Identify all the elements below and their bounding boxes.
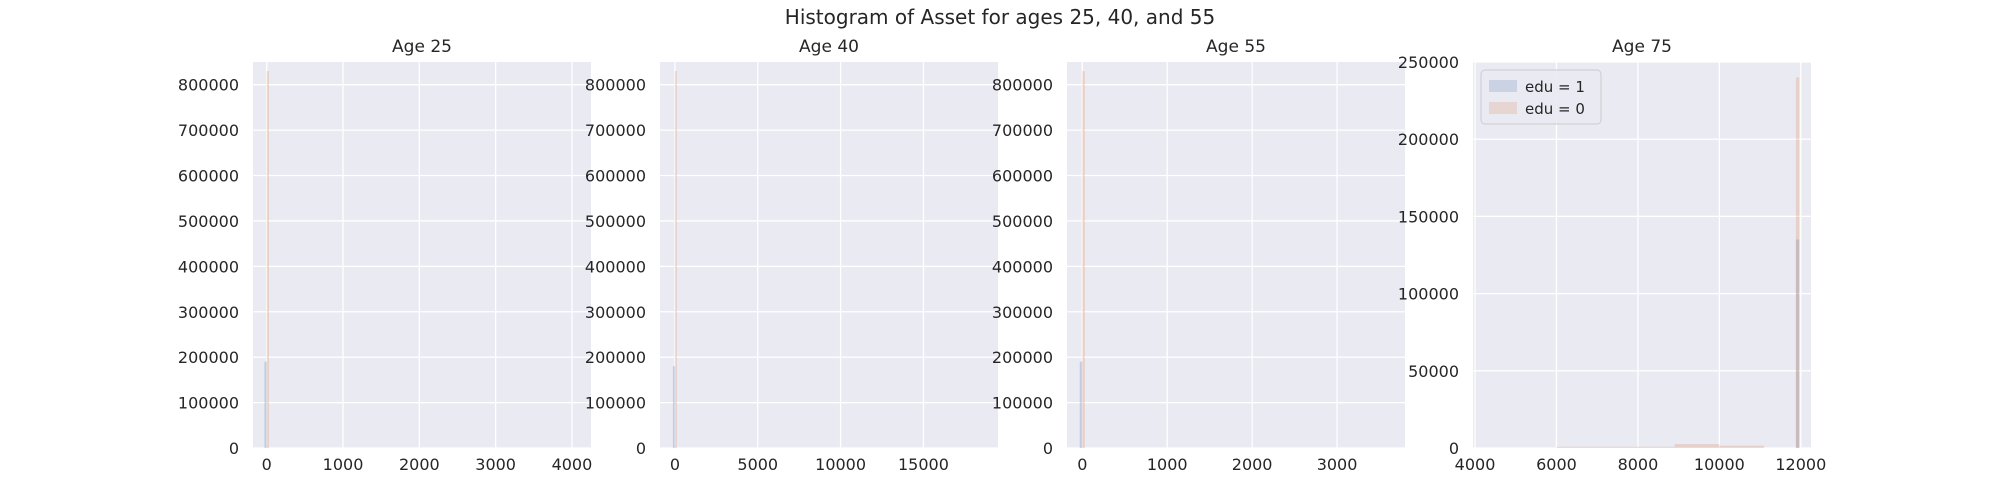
panel-title: Age 55: [1206, 37, 1266, 57]
x-tick-label: 0: [670, 455, 680, 474]
y-tick-label: 700000: [992, 121, 1053, 140]
legend-swatch: [1489, 102, 1517, 114]
histogram-bar: [1795, 77, 1800, 448]
x-tick-label: 4000: [1455, 455, 1496, 474]
x-tick-label: 10000: [1694, 455, 1745, 474]
panel-title: Age 25: [392, 37, 452, 57]
x-tick-label: 6000: [1536, 455, 1577, 474]
x-tick-label: 2000: [1232, 455, 1273, 474]
y-tick-label: 100000: [178, 394, 239, 413]
y-tick-label: 800000: [585, 76, 646, 95]
x-tick-label: 5000: [737, 455, 778, 474]
x-tick-label: 3000: [1317, 455, 1358, 474]
legend-label: edu = 0: [1525, 100, 1585, 118]
x-tick-label: 0: [262, 455, 272, 474]
x-tick-label: 3000: [475, 455, 516, 474]
y-tick-label: 300000: [992, 303, 1053, 322]
histogram-bar: [1079, 361, 1083, 448]
legend-box: [1480, 69, 1602, 125]
histogram-bar: [1082, 71, 1085, 449]
x-tick-label: 2000: [399, 455, 440, 474]
x-tick-label: 10000: [815, 455, 866, 474]
legend-label: edu = 1: [1525, 78, 1585, 96]
y-tick-label: 50000: [1408, 362, 1459, 381]
x-tick-label: 1000: [1147, 455, 1188, 474]
panel-title: Age 40: [799, 37, 859, 57]
y-tick-label: 600000: [585, 167, 646, 186]
histogram-bar: [266, 71, 270, 449]
plot-area: [253, 62, 591, 448]
y-tick-label: 700000: [178, 121, 239, 140]
histogram-bar: [1556, 446, 1675, 448]
y-tick-label: 400000: [992, 257, 1053, 276]
histogram-bar: [674, 71, 677, 449]
y-tick-label: 100000: [585, 394, 646, 413]
y-tick-label: 400000: [178, 257, 239, 276]
x-tick-label: 15000: [898, 455, 949, 474]
y-tick-label: 0: [229, 439, 239, 458]
y-tick-label: 400000: [585, 257, 646, 276]
plot-area: [1067, 62, 1405, 448]
y-tick-label: 100000: [1398, 285, 1459, 304]
histogram-bar: [672, 366, 675, 448]
y-tick-label: 0: [1449, 439, 1459, 458]
y-tick-label: 250000: [1398, 53, 1459, 72]
y-tick-label: 500000: [585, 212, 646, 231]
histogram-bar: [264, 361, 267, 448]
histogram-bar: [1719, 445, 1765, 448]
y-tick-label: 150000: [1398, 207, 1459, 226]
y-tick-label: 600000: [992, 167, 1053, 186]
y-tick-label: 800000: [992, 76, 1053, 95]
figure-title: Histogram of Asset for ages 25, 40, and …: [784, 5, 1216, 29]
x-tick-label: 0: [1077, 455, 1087, 474]
y-tick-label: 700000: [585, 121, 646, 140]
y-tick-label: 0: [636, 439, 646, 458]
histogram-bar: [1674, 444, 1720, 448]
y-tick-label: 500000: [992, 212, 1053, 231]
x-tick-label: 12000: [1775, 455, 1826, 474]
x-tick-label: 1000: [323, 455, 364, 474]
y-tick-label: 200000: [1398, 130, 1459, 149]
x-tick-label: 4000: [552, 455, 593, 474]
y-tick-label: 500000: [178, 212, 239, 231]
y-tick-label: 300000: [585, 303, 646, 322]
panel-title: Age 75: [1612, 37, 1672, 57]
y-tick-label: 200000: [585, 348, 646, 367]
histogram-bar: [1795, 239, 1800, 448]
x-tick-label: 8000: [1618, 455, 1659, 474]
plot-area: [660, 62, 998, 448]
y-tick-label: 100000: [992, 394, 1053, 413]
y-tick-label: 200000: [178, 348, 239, 367]
y-tick-label: 200000: [992, 348, 1053, 367]
plot-area: [1473, 62, 1811, 448]
y-tick-label: 300000: [178, 303, 239, 322]
y-tick-label: 800000: [178, 76, 239, 95]
y-tick-label: 600000: [178, 167, 239, 186]
y-tick-label: 0: [1043, 439, 1053, 458]
legend-swatch: [1489, 80, 1517, 92]
